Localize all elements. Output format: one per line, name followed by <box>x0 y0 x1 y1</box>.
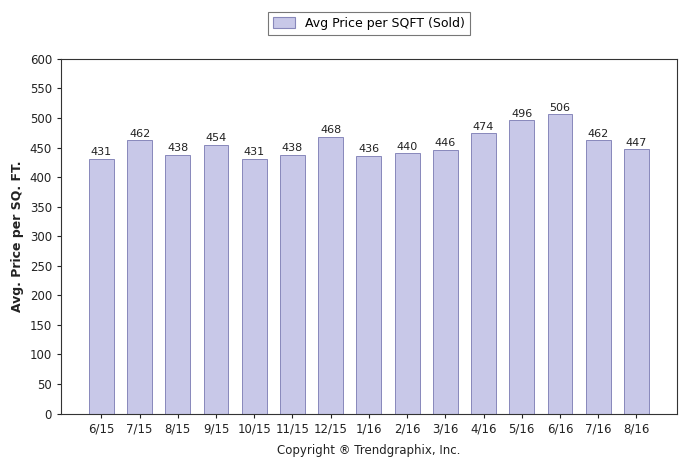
Legend: Avg Price per SQFT (Sold): Avg Price per SQFT (Sold) <box>268 12 470 35</box>
Bar <box>165 154 190 414</box>
Text: 462: 462 <box>588 129 609 139</box>
Bar <box>433 150 458 414</box>
Text: 447: 447 <box>626 138 647 147</box>
Bar <box>585 140 611 414</box>
Y-axis label: Avg. Price per SQ. FT.: Avg. Price per SQ. FT. <box>11 161 24 312</box>
Bar <box>204 145 228 414</box>
Text: 431: 431 <box>244 147 265 157</box>
Bar <box>127 140 152 414</box>
Text: 438: 438 <box>167 143 189 153</box>
Text: 436: 436 <box>358 144 380 154</box>
Text: 462: 462 <box>129 129 150 139</box>
Bar <box>471 133 496 414</box>
Bar <box>319 137 343 414</box>
Bar <box>509 120 534 414</box>
Text: 496: 496 <box>511 109 533 118</box>
Text: 468: 468 <box>320 125 341 135</box>
Bar <box>241 159 267 414</box>
Text: 438: 438 <box>282 143 303 153</box>
Text: 446: 446 <box>435 138 456 148</box>
Bar <box>395 154 420 414</box>
Bar <box>89 159 114 414</box>
Bar <box>624 149 649 414</box>
Text: 506: 506 <box>550 102 570 113</box>
Bar <box>280 154 305 414</box>
Bar <box>356 156 381 414</box>
Text: 431: 431 <box>91 147 112 157</box>
Text: 474: 474 <box>473 122 494 132</box>
Bar <box>548 115 572 414</box>
Text: 454: 454 <box>206 133 226 143</box>
Text: 440: 440 <box>396 142 418 152</box>
X-axis label: Copyright ® Trendgraphix, Inc.: Copyright ® Trendgraphix, Inc. <box>277 444 460 457</box>
